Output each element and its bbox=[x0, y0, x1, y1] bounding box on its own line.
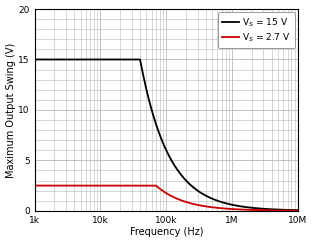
V$_S$ = 15 V bbox=[134, 58, 137, 61]
Legend: V$_S$ = 15 V, V$_S$ = 2.7 V: V$_S$ = 15 V, V$_S$ = 2.7 V bbox=[218, 12, 295, 48]
V$_S$ = 2.7 V bbox=[262, 209, 266, 212]
Line: V$_S$ = 2.7 V: V$_S$ = 2.7 V bbox=[35, 186, 298, 211]
V$_S$ = 2.7 V bbox=[63, 184, 67, 187]
X-axis label: Frequency (Hz): Frequency (Hz) bbox=[130, 227, 203, 237]
Y-axis label: Maximum Output Swing (V): Maximum Output Swing (V) bbox=[6, 42, 16, 178]
V$_S$ = 15 V bbox=[296, 209, 300, 212]
V$_S$ = 2.7 V bbox=[291, 209, 295, 212]
V$_S$ = 2.7 V bbox=[134, 184, 137, 187]
V$_S$ = 15 V bbox=[63, 58, 67, 61]
V$_S$ = 2.7 V bbox=[145, 184, 149, 187]
V$_S$ = 2.7 V bbox=[33, 184, 37, 187]
V$_S$ = 2.7 V bbox=[79, 184, 82, 187]
V$_S$ = 15 V bbox=[33, 58, 37, 61]
Line: V$_S$ = 15 V: V$_S$ = 15 V bbox=[35, 60, 298, 210]
V$_S$ = 15 V bbox=[291, 209, 295, 212]
V$_S$ = 15 V bbox=[262, 207, 266, 210]
V$_S$ = 15 V bbox=[145, 91, 149, 94]
V$_S$ = 15 V bbox=[79, 58, 82, 61]
V$_S$ = 2.7 V bbox=[296, 209, 300, 212]
